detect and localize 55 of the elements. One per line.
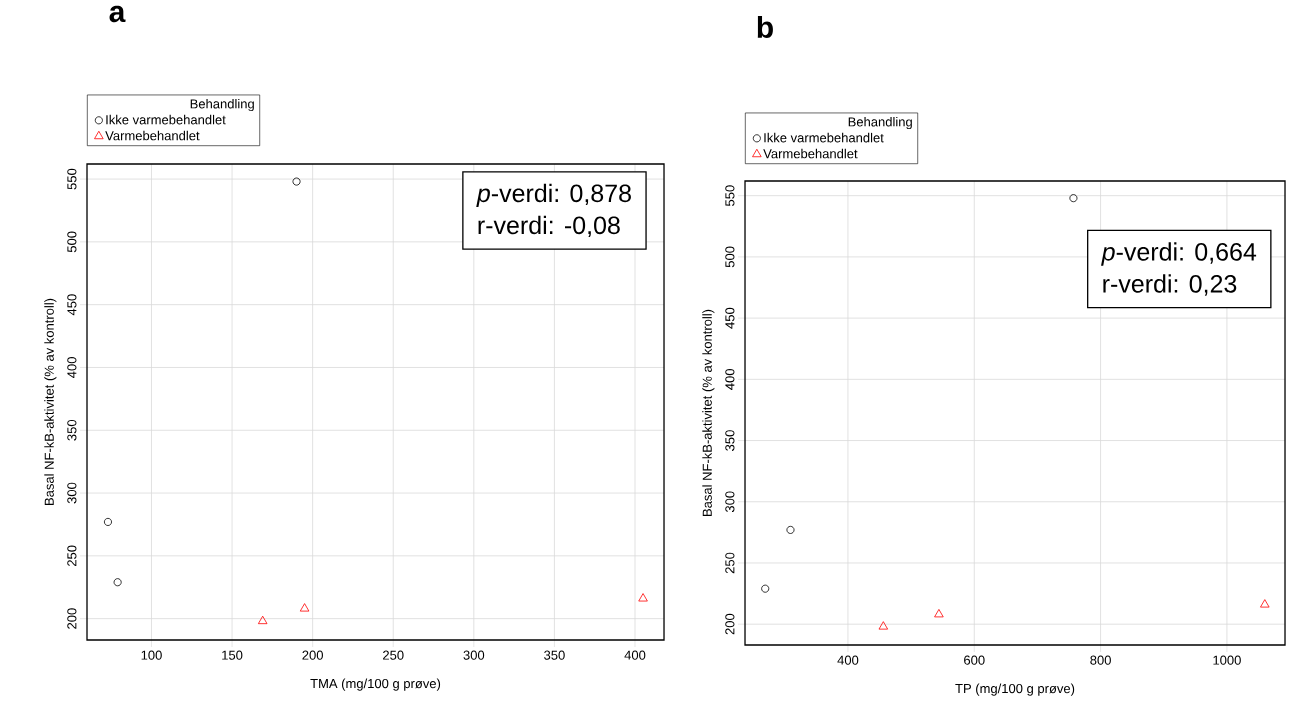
y-tick-label: 250 [67,545,77,567]
x-tick-label: 150 [222,650,243,660]
point [257,615,268,625]
y-tick-label: 450 [725,307,735,329]
x-tick-label: 800 [1090,655,1111,665]
x-tick-label: 350 [544,650,565,660]
y-tick-label: 250 [725,552,735,574]
chart-title: a [109,5,126,23]
x-tick-label: 400 [837,655,859,665]
x-axis-title: TP (mg/100 g prøve) [955,683,1075,696]
legend-title: Behandling [190,98,254,112]
y-tick-label: 400 [67,357,77,378]
point [934,608,944,618]
chart-title: b [757,15,773,38]
x-tick-label: 400 [624,650,646,660]
point [638,593,648,602]
y-tick-label: 200 [67,608,77,629]
y-tick-label: 350 [67,419,77,441]
y-tick-label: 500 [67,231,77,253]
annotation: p-verdi: 0,878 [476,183,631,208]
y-tick-label: 200 [725,613,735,635]
y-tick-label: 300 [725,491,735,513]
point [1260,599,1270,608]
point [292,177,301,186]
point [113,578,122,587]
point [103,517,112,526]
legend-label: Ikke varmebehandlet [106,114,226,125]
x-tick-label: 600 [964,655,985,665]
x-axis-title: TMA (mg/100 g prøve) [310,678,441,691]
point [878,621,889,630]
y-axis-title: Basal NF-kB-aktivitet (% av kontroll) [44,298,57,505]
y-tick-label: 550 [725,185,735,207]
point [299,603,310,612]
point [761,584,770,593]
annotation: r-verdi: 0,23 [1103,274,1237,296]
x-tick-label: 300 [463,650,485,660]
legend-label: Varmebehandlet [763,148,858,159]
legend-title: Behandling [848,116,912,130]
y-tick-label: 300 [67,482,77,504]
x-tick-label: 1000 [1213,655,1241,665]
x-tick-label: 200 [302,650,323,660]
legend-label: Ikke varmebehandlet [764,132,884,143]
y-tick-label: 500 [725,246,735,268]
y-tick-label: 400 [725,368,735,390]
point [1069,194,1078,203]
legend-label: Varmebehandlet [105,130,200,141]
y-tick-label: 350 [725,430,735,451]
y-axis-title: Basal NF-kB-aktivitet (% av kontroll) [702,309,715,516]
point [786,525,795,534]
annotation: r-verdi: -0,08 [478,215,620,238]
y-tick-label: 450 [67,294,77,316]
x-tick-label: 250 [383,650,404,660]
y-tick-label: 550 [67,168,77,190]
x-tick-label: 100 [141,650,162,660]
annotation: p-verdi: 0,664 [1101,242,1257,266]
